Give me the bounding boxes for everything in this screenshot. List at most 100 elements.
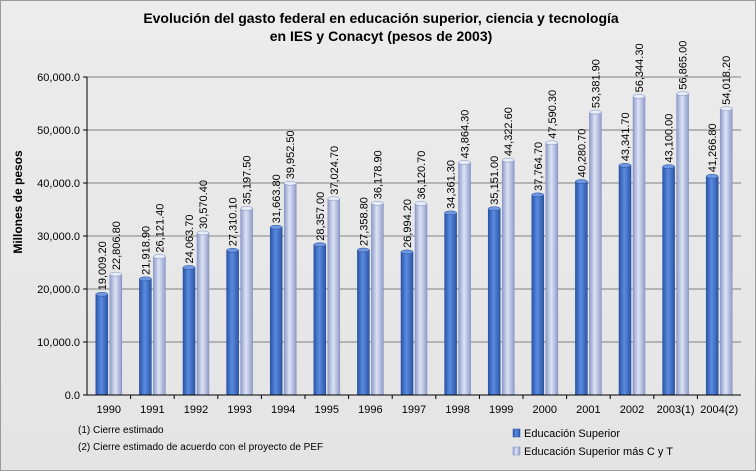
bar-top xyxy=(501,157,515,163)
x-tick-label: 2002 xyxy=(620,404,644,416)
gridlines xyxy=(87,76,741,343)
bar-top xyxy=(95,292,109,297)
bar-educacion-superior-cyt xyxy=(196,232,210,396)
data-label: 35,197.50 xyxy=(242,156,254,205)
x-tick-label: 1996 xyxy=(358,404,382,416)
data-label: 19,009.20 xyxy=(97,241,109,290)
y-tick-label: 50,000.0 xyxy=(37,125,80,137)
data-label: 37,024.70 xyxy=(329,146,341,195)
legend-swatch-educacion-superior-cyt xyxy=(512,446,521,456)
bar-top xyxy=(618,163,632,168)
x-tick-label: 1998 xyxy=(445,404,469,416)
data-label: 39,952.50 xyxy=(285,130,297,179)
legend-label-educacion-superior-cyt: Educación Superior más C y T xyxy=(524,446,673,458)
bar-top xyxy=(676,91,689,96)
bar-educacion-superior xyxy=(400,251,414,396)
bar-educacion-superior xyxy=(662,166,675,396)
y-axis-ticks: 0.0 10,000.0 20,000.0 30,000.0 40,000.0 50,00… xyxy=(37,72,87,402)
bar-educacion-superior xyxy=(139,278,152,396)
data-label: 56,865.00 xyxy=(678,41,690,90)
legend-swatch-educacion-superior xyxy=(512,428,521,438)
data-label: 27,358.80 xyxy=(358,197,370,246)
bar-top xyxy=(240,206,253,211)
bar-educacion-superior xyxy=(95,294,109,396)
data-label: 37,764.70 xyxy=(533,142,545,191)
data-label: 27,310.10 xyxy=(228,197,240,246)
bar-educacion-superior-cyt xyxy=(589,111,602,396)
bar-educacion-superior xyxy=(357,249,370,396)
bar-top xyxy=(371,201,384,206)
bar-educacion-superior-cyt xyxy=(676,93,689,396)
bar-top xyxy=(226,248,239,253)
bar-top xyxy=(269,224,283,230)
bar-top xyxy=(487,206,501,211)
bar-educacion-superior-cyt xyxy=(240,208,253,396)
bar-top xyxy=(589,109,602,115)
data-label: 53,381.90 xyxy=(590,59,602,108)
bar-educacion-superior-cyt xyxy=(109,273,123,396)
bar-educacion-superior-cyt xyxy=(632,96,646,396)
data-label: 43,100.00 xyxy=(664,114,676,163)
bar-top xyxy=(719,106,733,111)
bar-top xyxy=(327,196,341,202)
bar-educacion-superior-cyt xyxy=(371,203,384,396)
x-tick-label: 1990 xyxy=(97,404,121,416)
bar-educacion-superior xyxy=(531,194,545,396)
data-label: 31,663.80 xyxy=(271,174,283,223)
bar-top xyxy=(705,174,719,179)
bar-educacion-superior xyxy=(705,176,719,396)
bar-top xyxy=(575,179,588,184)
bar-top xyxy=(109,271,123,277)
chart-title-line2: en IES y Conacyt (pesos de 2003) xyxy=(270,28,493,44)
bar-educacion-superior-cyt xyxy=(283,183,297,396)
x-tick-label: 1994 xyxy=(271,404,295,416)
y-tick-label: 60,000.0 xyxy=(37,72,80,84)
data-label: 41,266.80 xyxy=(707,123,719,172)
data-label: 26,994.20 xyxy=(402,199,414,248)
bar-top xyxy=(632,94,646,99)
footnote-2: (2) Cierre estimado de acuerdo con el pr… xyxy=(78,442,323,453)
bar-educacion-superior-cyt xyxy=(153,256,166,396)
data-labels: 19,009.20 22,806.80 21,918.90 26,121.40 24,0… xyxy=(97,41,733,291)
bar-top xyxy=(313,242,327,247)
bar-educacion-superior xyxy=(618,165,632,396)
data-label: 28,357.00 xyxy=(315,192,327,241)
x-tick-label: 1991 xyxy=(140,404,164,416)
bar-educacion-superior-cyt xyxy=(545,142,559,396)
bar-educacion-superior xyxy=(269,226,283,396)
bar-top xyxy=(414,201,428,206)
legend-label-educacion-superior: Educación Superior xyxy=(524,428,620,440)
y-tick-label: 20,000.0 xyxy=(37,284,80,296)
x-tick-label: 1992 xyxy=(184,404,208,416)
bar-educacion-superior xyxy=(575,181,588,396)
data-label: 43,864.30 xyxy=(460,110,472,159)
footnote-1: (1) Cierre estimado xyxy=(78,425,164,436)
data-label: 22,806.80 xyxy=(111,221,123,270)
x-tick-label: 1999 xyxy=(489,404,513,416)
x-axis-ticks: 1990 1991 1992 1993 1994 1995 1996 1997 1998 1999… xyxy=(97,395,738,416)
bar-educacion-superior-cyt xyxy=(719,108,733,396)
bar-educacion-superior xyxy=(226,250,239,396)
data-label: 30,570.40 xyxy=(198,180,210,229)
bar-top xyxy=(444,210,457,216)
data-label: 21,918.90 xyxy=(140,226,152,275)
x-tick-label: 1997 xyxy=(402,404,426,416)
bar-educacion-superior xyxy=(487,208,501,396)
data-label: 36,120.70 xyxy=(416,151,428,200)
bar-top xyxy=(153,254,166,259)
y-axis-label: Millones de pesos xyxy=(11,150,25,254)
data-label: 56,344.30 xyxy=(634,43,646,92)
chart-title-line1: Evolución del gasto federal en educación… xyxy=(143,10,619,26)
data-label: 44,322.60 xyxy=(503,107,515,156)
bar-educacion-superior xyxy=(313,244,327,396)
bar-top xyxy=(458,160,471,165)
y-tick-label: 10,000.0 xyxy=(37,337,80,349)
bar-top xyxy=(400,249,414,255)
data-label: 36,178.90 xyxy=(372,150,384,199)
x-tick-label: 1995 xyxy=(315,404,339,416)
bar-educacion-superior-cyt xyxy=(458,162,471,396)
x-tick-label: 2000 xyxy=(533,404,557,416)
bar-educacion-superior-cyt xyxy=(327,198,341,396)
bar-educacion-superior xyxy=(444,212,457,396)
